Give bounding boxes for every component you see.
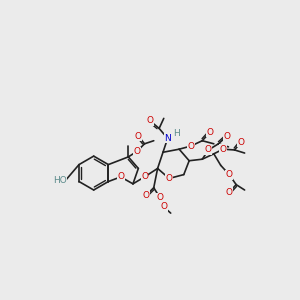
Text: H: H bbox=[173, 129, 180, 138]
Text: O: O bbox=[206, 128, 214, 137]
Text: O: O bbox=[187, 142, 194, 151]
Text: O: O bbox=[166, 174, 173, 183]
Text: O: O bbox=[224, 132, 230, 141]
Text: O: O bbox=[141, 172, 148, 182]
Text: O: O bbox=[133, 147, 140, 156]
Text: O: O bbox=[156, 193, 164, 202]
Text: O: O bbox=[205, 146, 212, 154]
Text: O: O bbox=[226, 188, 233, 197]
Text: O: O bbox=[226, 170, 233, 179]
Text: O: O bbox=[160, 202, 167, 211]
Text: O: O bbox=[220, 145, 226, 154]
Text: O: O bbox=[146, 116, 153, 125]
Text: N: N bbox=[164, 134, 171, 143]
Text: O: O bbox=[117, 172, 124, 182]
Text: O: O bbox=[135, 132, 142, 141]
Text: O: O bbox=[237, 138, 244, 147]
Text: HO: HO bbox=[53, 176, 67, 185]
Text: O: O bbox=[142, 191, 150, 200]
